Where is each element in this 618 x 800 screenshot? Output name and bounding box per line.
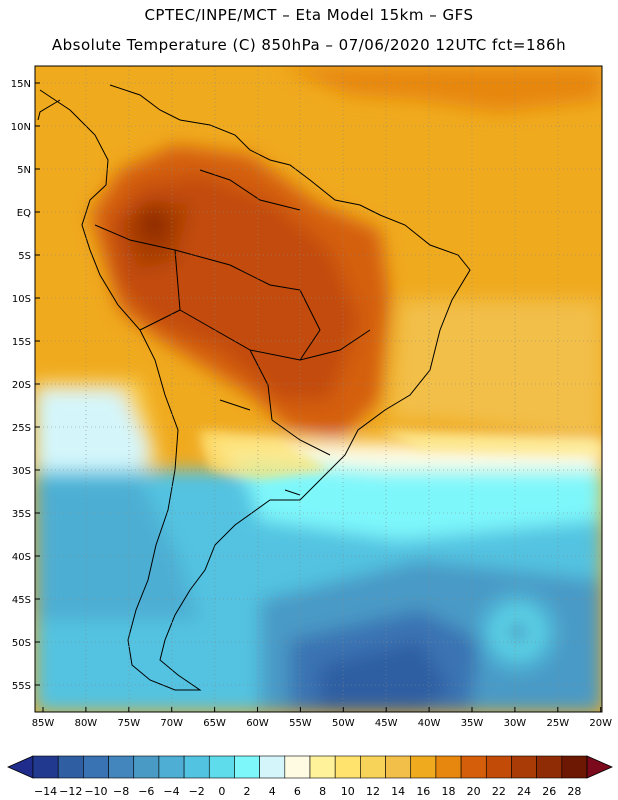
lat-label: 20S [12, 380, 31, 391]
lat-label: 5N [17, 165, 31, 176]
colorbar-label: 10 [341, 785, 355, 798]
lon-label: 85W [32, 718, 55, 729]
lon-label: 25W [546, 718, 569, 729]
temperature-field [35, 66, 602, 712]
lon-label: 80W [75, 718, 98, 729]
colorbar-swatch [385, 755, 412, 779]
lat-label: 35S [12, 509, 31, 520]
colorbar-label: 4 [269, 785, 276, 798]
colorbar-label: −4 [163, 785, 179, 798]
colorbar-swatch [360, 755, 386, 779]
colorbar-swatch [485, 755, 512, 779]
colorbar-label: −6 [138, 785, 154, 798]
colorbar-label: 14 [391, 785, 405, 798]
map-title-line-1: CPTEC/INPE/MCT – Eta Model 15km – GFS [144, 6, 474, 24]
colorbar-over-arrow [586, 755, 613, 779]
lat-label: 30S [12, 466, 31, 477]
colorbar-label: −12 [59, 785, 82, 798]
colorbar-swatch [234, 755, 260, 779]
colorbar-label: −2 [189, 785, 205, 798]
colorbar-label: 20 [467, 785, 481, 798]
colorbar-label: 2 [244, 785, 251, 798]
lat-label: 40S [12, 552, 31, 563]
colorbar-swatch [158, 755, 185, 779]
colorbar-swatch [334, 755, 361, 779]
colorbar-under-arrow [7, 755, 34, 779]
colorbar-swatch [208, 755, 235, 779]
colorbar-label: 28 [567, 785, 581, 798]
map-title-line-2: Absolute Temperature (C) 850hPa – 07/06/… [51, 36, 567, 54]
graticule [35, 66, 602, 712]
lat-label: 25S [12, 423, 31, 434]
lat-label: 5S [18, 251, 31, 262]
lon-label: 45W [375, 718, 398, 729]
colorbar-label: 18 [442, 785, 456, 798]
colorbar-swatch [511, 755, 537, 779]
colorbar-swatch [108, 755, 135, 779]
colorbar-label: 12 [366, 785, 380, 798]
longitude-axis: 85W 80W 75W 70W 65W 60W 55W 50W 45W 40W 35W 30W 25W 2… [32, 707, 612, 729]
lon-label: 20W [589, 718, 612, 729]
lat-label: 45S [12, 595, 31, 606]
colorbar-swatch [536, 755, 563, 779]
lon-label: 55W [289, 718, 312, 729]
colorbar-label: 22 [492, 785, 506, 798]
colorbar-label: 0 [218, 785, 225, 798]
colorbar-label: −14 [34, 785, 57, 798]
map-frame [34, 65, 603, 713]
lat-label: 15S [12, 337, 31, 348]
colorbar-label: 16 [416, 785, 430, 798]
colorbar-swatch [284, 755, 311, 779]
lat-label: 10S [12, 294, 31, 305]
coastlines [37, 84, 471, 691]
colorbar-swatch [561, 755, 588, 779]
colorbar-label: 6 [294, 785, 301, 798]
lon-label: 65W [203, 718, 226, 729]
colorbar-swatch [32, 755, 59, 779]
lon-label: 30W [504, 718, 527, 729]
colorbar-label: 26 [542, 785, 556, 798]
colorbar-swatch [259, 755, 286, 779]
lat-label: 10N [11, 122, 31, 133]
lat-label: 15N [11, 79, 31, 90]
colorbar-swatch [83, 755, 109, 779]
colorbar-swatch [460, 755, 487, 779]
lat-label: 55S [12, 681, 31, 692]
lon-label: 50W [332, 718, 355, 729]
lon-label: 40W [418, 718, 441, 729]
lon-label: 70W [160, 718, 183, 729]
colorbar-swatch [57, 755, 84, 779]
lon-label: 75W [117, 718, 140, 729]
lat-label: 50S [12, 638, 31, 649]
lon-label: 35W [461, 718, 484, 729]
colorbar-swatch [435, 755, 462, 779]
colorbar: −14 −12 −10 −8 −6 −4 −2 0 2 4 6 8 10 12 14 16 18 20 22 24 26… [7, 755, 613, 798]
colorbar-label: −8 [113, 785, 129, 798]
latitude-axis: 15N 10N 5N EQ 5S 10S 15S 20S 25S 30S 35S 40S 45S 50S 5… [11, 79, 40, 692]
lon-label: 60W [246, 718, 269, 729]
colorbar-swatch [309, 755, 336, 779]
colorbar-label: −10 [84, 785, 107, 798]
colorbar-swatch [183, 755, 210, 779]
colorbar-label: 24 [517, 785, 531, 798]
lat-label: EQ [17, 208, 31, 219]
colorbar-swatch [133, 755, 160, 779]
colorbar-label: 8 [319, 785, 326, 798]
colorbar-swatch [410, 755, 437, 779]
